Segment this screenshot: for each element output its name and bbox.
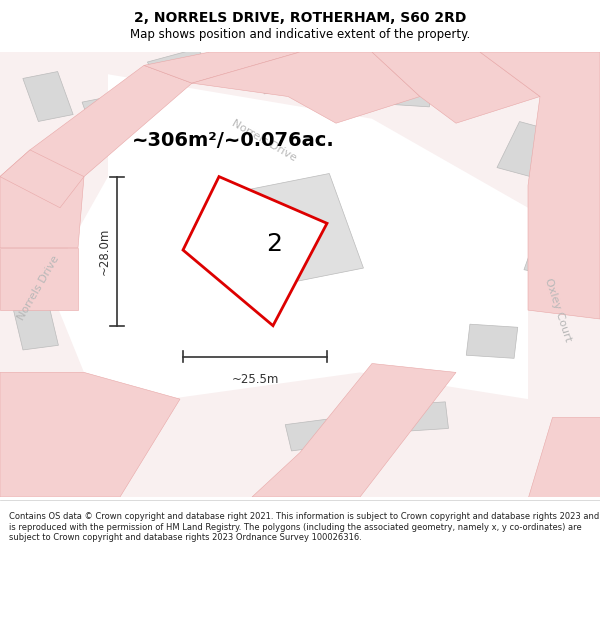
- Bar: [524, 227, 580, 278]
- Bar: [285, 419, 339, 451]
- Polygon shape: [528, 417, 600, 497]
- Text: ~306m²/~0.076ac.: ~306m²/~0.076ac.: [132, 131, 335, 151]
- Bar: [466, 324, 518, 358]
- Text: Norrels Drive: Norrels Drive: [230, 119, 298, 164]
- Text: 2: 2: [266, 232, 283, 256]
- Bar: [382, 59, 434, 107]
- Text: 2, NORRELS DRIVE, ROTHERHAM, S60 2RD: 2, NORRELS DRIVE, ROTHERHAM, S60 2RD: [134, 11, 466, 26]
- Bar: [236, 174, 364, 286]
- Bar: [392, 402, 448, 432]
- Polygon shape: [183, 177, 327, 326]
- Polygon shape: [0, 150, 84, 208]
- Text: Map shows position and indicative extent of the property.: Map shows position and indicative extent…: [130, 28, 470, 41]
- Bar: [148, 48, 212, 91]
- Text: ~25.5m: ~25.5m: [232, 372, 278, 386]
- Bar: [23, 71, 73, 121]
- Polygon shape: [0, 248, 78, 310]
- Polygon shape: [252, 364, 456, 497]
- Bar: [497, 122, 559, 178]
- Polygon shape: [192, 52, 420, 123]
- Bar: [14, 306, 58, 350]
- Text: Oxley Court: Oxley Court: [543, 277, 573, 343]
- Text: ~28.0m: ~28.0m: [97, 228, 110, 275]
- Text: Contains OS data © Crown copyright and database right 2021. This information is : Contains OS data © Crown copyright and d…: [9, 512, 599, 542]
- Polygon shape: [480, 52, 600, 319]
- Polygon shape: [48, 74, 528, 399]
- Polygon shape: [144, 52, 300, 83]
- Polygon shape: [372, 52, 540, 123]
- Polygon shape: [0, 372, 180, 497]
- Bar: [34, 398, 86, 436]
- Bar: [82, 96, 122, 132]
- Text: Norrels Drive: Norrels Drive: [16, 254, 62, 322]
- Polygon shape: [0, 66, 192, 248]
- Bar: [253, 54, 311, 94]
